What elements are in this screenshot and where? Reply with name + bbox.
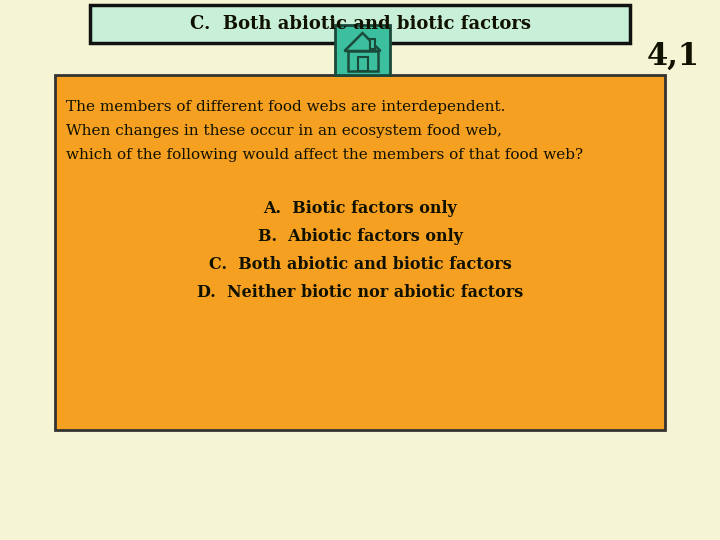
FancyBboxPatch shape — [335, 25, 390, 75]
Text: which of the following would affect the members of that food web?: which of the following would affect the … — [66, 148, 583, 162]
Polygon shape — [344, 33, 380, 51]
FancyBboxPatch shape — [55, 75, 665, 430]
Text: A.  Biotic factors only: A. Biotic factors only — [263, 200, 457, 217]
Text: B.  Abiotic factors only: B. Abiotic factors only — [258, 228, 462, 245]
Text: The members of different food webs are interdependent.: The members of different food webs are i… — [66, 100, 505, 114]
Text: C.  Both abiotic and biotic factors: C. Both abiotic and biotic factors — [189, 15, 531, 33]
Text: 4,1: 4,1 — [647, 41, 700, 72]
FancyBboxPatch shape — [348, 51, 377, 71]
FancyBboxPatch shape — [358, 57, 367, 71]
Text: D.  Neither biotic nor abiotic factors: D. Neither biotic nor abiotic factors — [197, 284, 523, 301]
Text: C.  Both abiotic and biotic factors: C. Both abiotic and biotic factors — [209, 256, 511, 273]
Text: When changes in these occur in an ecosystem food web,: When changes in these occur in an ecosys… — [66, 124, 502, 138]
FancyBboxPatch shape — [369, 39, 374, 49]
FancyBboxPatch shape — [90, 5, 630, 43]
